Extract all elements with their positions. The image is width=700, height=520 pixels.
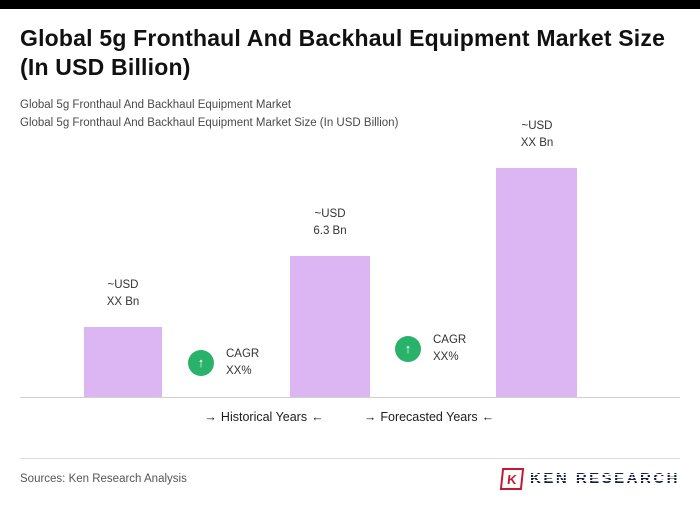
top-black-bar (0, 0, 700, 9)
footer-divider (20, 457, 680, 459)
bar-mid (290, 255, 370, 397)
arrow-up-glyph: ↑ (197, 355, 205, 371)
bar1-label-line2: XX Bn (106, 295, 140, 308)
arrow-right-icon: → (204, 409, 217, 424)
x-axis-group-labels: → Historical Years ← → Forecasted Years ← (0, 398, 700, 430)
arrow-up-icon: ↑ (188, 349, 214, 376)
cagr2-line1: CAGR (433, 334, 467, 347)
cagr-badge-1: ↑ CAGR XX% (188, 346, 259, 379)
bar-value-label-historical: ~USD XX Bn (107, 277, 140, 310)
arrow-left-icon: ← (311, 409, 324, 424)
arrow-up-icon: ↑ (395, 335, 421, 362)
cagr2-line2: XX% (433, 350, 459, 363)
bar-value-label-mid: ~USD 6.3 Bn (313, 206, 346, 239)
cagr-text-1: CAGR XX% (226, 346, 259, 379)
cagr-badge-2: ↑ CAGR XX% (395, 332, 466, 365)
group-label-forecasted: → Forecasted Years ← (360, 410, 498, 424)
chart-subtitle: Global 5g Fronthaul And Backhaul Equipme… (20, 97, 680, 133)
bar2-label-line2: 6.3 Bn (313, 224, 347, 237)
bar3-label-line2: XX Bn (520, 136, 554, 149)
historical-years-label: Historical Years (220, 409, 308, 424)
arrow-up-glyph: ↑ (404, 341, 412, 357)
cagr-text-2: CAGR XX% (433, 332, 466, 365)
group-label-historical: → Historical Years ← (200, 410, 327, 424)
subtitle-line-1: Global 5g Fronthaul And Backhaul Equipme… (20, 98, 292, 111)
arrow-left-icon: ← (481, 409, 495, 424)
cagr1-line1: CAGR (226, 348, 260, 361)
footer: Sources: Ken Research Analysis K KEN RES… (20, 467, 681, 490)
bar-chart: ~USD XX Bn ~USD 6.3 Bn ~USD XX Bn ↑ CAGR… (20, 120, 680, 398)
bar1-label-line1: ~USD (107, 279, 139, 292)
page-title: Global 5g Fronthaul And Backhaul Equipme… (20, 25, 666, 80)
sources-text: Sources: Ken Research Analysis (20, 472, 187, 485)
ken-research-k-icon: K (499, 467, 525, 490)
bar-value-label-forecast: ~USD XX Bn (521, 118, 554, 151)
forecasted-years-label: Forecasted Years (380, 409, 478, 424)
arrow-right-icon: → (363, 409, 377, 424)
bar2-label-line1: ~USD (314, 208, 346, 221)
bar3-label-line1: ~USD (521, 120, 553, 133)
ken-research-logo: K KEN RESEARCH (499, 467, 681, 490)
subtitle-line-2: Global 5g Fronthaul And Backhaul Equipme… (20, 116, 399, 129)
cagr1-line2: XX% (226, 364, 252, 377)
bar-historical (84, 326, 162, 397)
ken-research-logo-text: KEN RESEARCH (529, 470, 681, 488)
bar-forecast (496, 167, 577, 397)
